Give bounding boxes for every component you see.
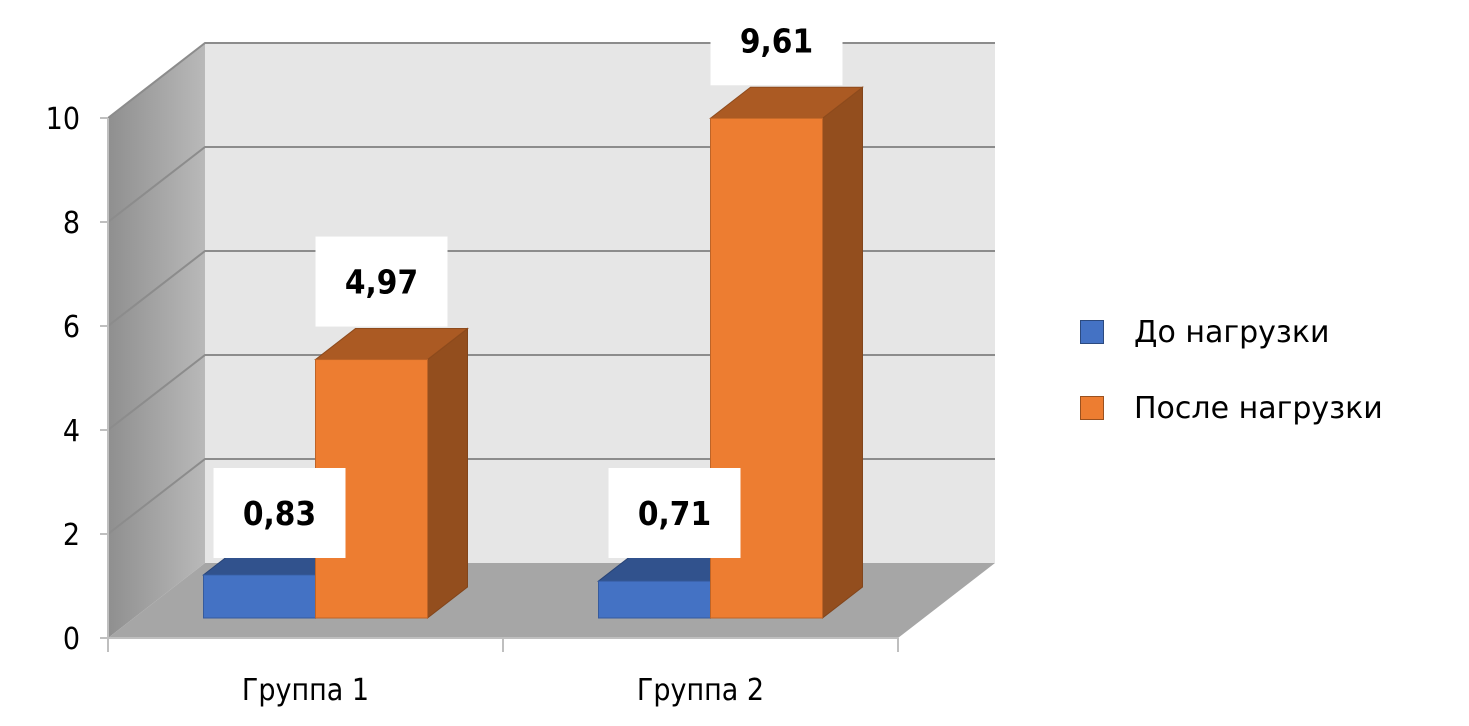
x-axis: Группа 1 Группа 2 — [107, 637, 899, 708]
data-labels: 0,83 4,97 0,71 9,61 — [213, 0, 843, 558]
legend: До нагрузки После нагрузки — [1080, 312, 1383, 464]
y-tick-label: 4 — [63, 414, 80, 449]
legend-label-series-1: До нагрузки — [1134, 314, 1330, 350]
svg-text:0,71: 0,71 — [638, 494, 711, 533]
y-tick-label: 2 — [63, 518, 80, 553]
data-label: 9,61 — [710, 0, 843, 86]
bar[interactable] — [709, 86, 864, 620]
x-category-label: Группа 1 — [242, 673, 369, 708]
x-category-label: Группа 2 — [637, 673, 764, 708]
svg-text:4,97: 4,97 — [345, 263, 418, 302]
side-wall — [108, 43, 205, 638]
legend-item-series-2[interactable]: После нагрузки — [1080, 388, 1383, 428]
svg-text:0,83: 0,83 — [243, 494, 316, 533]
y-tick-label: 0 — [63, 622, 80, 657]
bars — [202, 86, 864, 620]
legend-swatch-series-1 — [1080, 320, 1104, 344]
y-tick-label: 6 — [63, 310, 80, 345]
y-tick-label: 8 — [63, 206, 80, 241]
y-axis: 0 2 4 6 8 10 — [46, 102, 109, 657]
data-label: 4,97 — [315, 236, 448, 327]
data-label: 0,83 — [213, 468, 346, 558]
legend-item-series-1[interactable]: До нагрузки — [1080, 312, 1383, 352]
legend-label-series-2: После нагрузки — [1134, 390, 1383, 426]
y-tick-label: 10 — [46, 102, 80, 137]
data-label: 0,71 — [608, 468, 741, 558]
svg-text:9,61: 9,61 — [740, 21, 813, 60]
legend-swatch-series-2 — [1080, 396, 1104, 420]
